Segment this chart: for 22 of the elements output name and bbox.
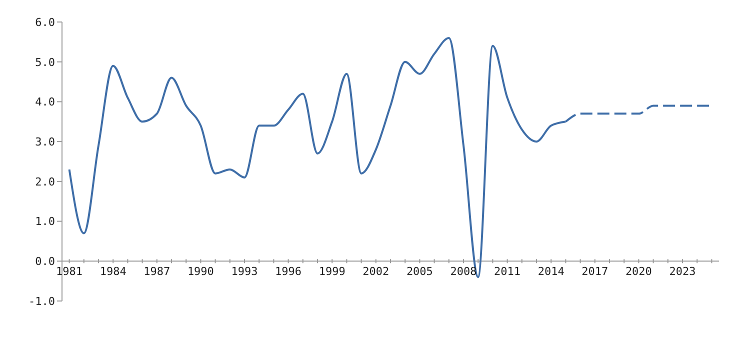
x-tick-label: 2011	[494, 265, 521, 278]
x-tick-label: 2002	[362, 265, 390, 278]
y-tick-label: 3.0	[35, 135, 55, 148]
y-tick-label: 5.0	[35, 56, 55, 69]
x-tick-label: 1996	[275, 265, 302, 278]
y-tick-label: 0.0	[35, 255, 55, 268]
x-tick-label: 1990	[187, 265, 214, 278]
x-tick-label: 2017	[582, 265, 608, 278]
x-tick-label: 1987	[144, 265, 170, 278]
y-tick-label: 6.0	[35, 16, 55, 29]
x-tick-label: 1993	[231, 265, 258, 278]
y-tick-label: 4.0	[35, 96, 55, 109]
x-tick-label: 2020	[625, 265, 652, 278]
x-tick-label: 1999	[318, 265, 346, 278]
y-tick-label: -1.0	[28, 294, 55, 308]
y-tick-label: 2.0	[35, 175, 55, 188]
x-tick-label: 2023	[669, 265, 696, 278]
x-tick-label: 1984	[100, 265, 127, 278]
y-tick-label: 1.0	[35, 215, 55, 228]
x-tick-label: 1981	[56, 265, 83, 278]
x-tick-label: 2014	[538, 265, 565, 278]
x-tick-label: 2005	[406, 265, 433, 278]
